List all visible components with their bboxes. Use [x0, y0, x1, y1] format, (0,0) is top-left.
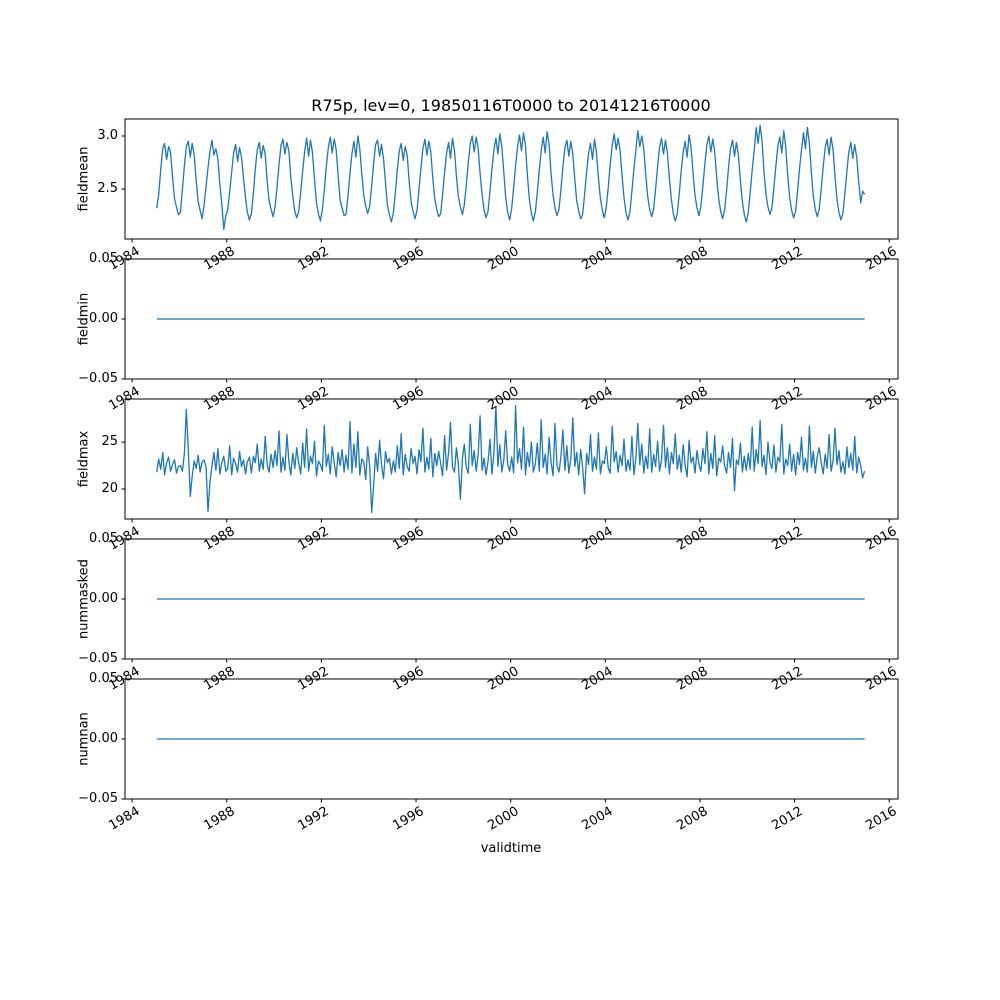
y-tick-label-nummasked: 0.00: [89, 591, 118, 606]
y-tick-label-nummasked: 0.05: [89, 531, 118, 546]
y-tick-label-fieldmean: 2.5: [97, 181, 118, 197]
y-tick-label-numnan: 0.05: [89, 671, 118, 686]
line-series-fieldmean: [156, 124, 866, 231]
figure-title: R75p, lev=0, 19850116T0000 to 20141216T0…: [311, 96, 711, 115]
y-tick-label-fieldmin: 0.00: [89, 311, 118, 326]
axes-spines-fieldmean: [124, 118, 899, 240]
y-tick-label-fieldmean: 3.0: [97, 127, 118, 143]
y-tick-label-numnan: −0.05: [78, 791, 118, 806]
y-tick-label-fieldmax: 20: [101, 481, 118, 496]
y-tick-label-nummasked: −0.05: [78, 651, 118, 666]
y-axis-label-fieldmax: fieldmax: [76, 430, 92, 488]
x-axis-label: validtime: [480, 841, 542, 856]
axes-spines-fieldmax: [124, 398, 899, 520]
line-series-fieldmax: [156, 404, 866, 514]
y-tick-label-fieldmin: 0.05: [89, 251, 118, 266]
y-tick-label-fieldmin: −0.05: [78, 371, 118, 386]
y-axis-label-fieldmean: fieldmean: [76, 146, 92, 212]
y-tick-label-numnan: 0.00: [89, 731, 118, 746]
y-tick-label-fieldmax: 25: [101, 434, 118, 450]
